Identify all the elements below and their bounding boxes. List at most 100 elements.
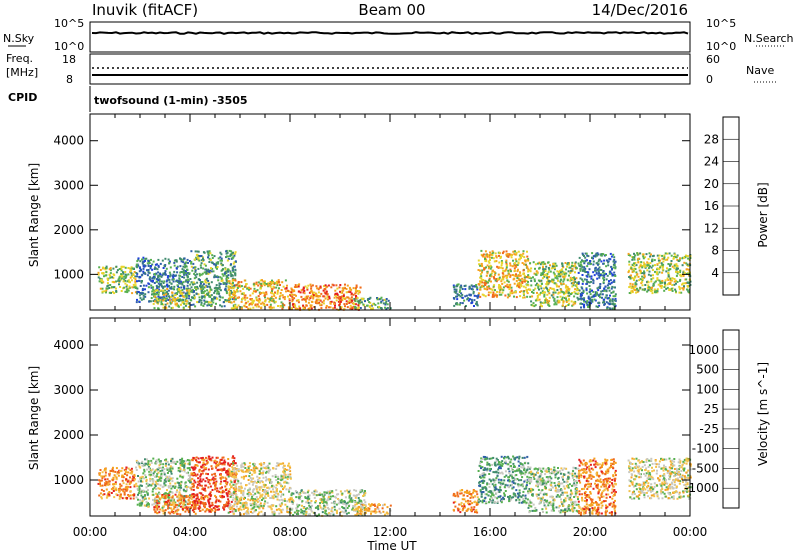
- power-cell: [452, 285, 455, 288]
- power-cell: [179, 294, 182, 297]
- power-cell: [509, 268, 512, 271]
- power-cell: [636, 252, 639, 255]
- power-cell: [477, 292, 480, 295]
- velocity-cell: [150, 459, 153, 462]
- velocity-cell: [218, 462, 221, 465]
- power-cell: [597, 270, 600, 273]
- velocity-cell: [235, 489, 238, 492]
- power-cell: [579, 295, 582, 298]
- power-cell: [605, 294, 608, 297]
- power-cell: [574, 278, 576, 281]
- power-cell: [490, 280, 492, 283]
- velocity-cell: [196, 496, 199, 499]
- velocity-cell: [156, 472, 159, 475]
- velocity-cell: [183, 466, 186, 469]
- power-cell: [628, 260, 631, 263]
- power-cell: [139, 276, 142, 279]
- power-cell: [453, 297, 456, 300]
- power-cell: [536, 262, 539, 265]
- power-cell: [679, 278, 682, 281]
- velocity-cell: [215, 496, 218, 499]
- power-cell: [251, 302, 254, 305]
- power-cell: [260, 292, 263, 295]
- velocity-cell: [267, 505, 270, 508]
- power-cell: [485, 282, 488, 285]
- velocity-cell: [230, 462, 233, 465]
- velocity-cell: [159, 477, 162, 480]
- velocity-cell: [189, 477, 192, 480]
- velocity-cell: [119, 483, 122, 486]
- power-cell: [342, 289, 345, 292]
- power-cell: [313, 291, 316, 294]
- velocity-cell: [148, 467, 151, 470]
- power-cell: [283, 298, 286, 301]
- power-cell: [493, 260, 496, 263]
- power-cell: [549, 280, 552, 283]
- power-cell: [502, 286, 505, 289]
- velocity-cell: [146, 493, 149, 496]
- velocity-cell: [223, 467, 226, 470]
- velocity-cell: [248, 471, 251, 473]
- velocity-cell: [121, 474, 124, 477]
- power-cell: [592, 295, 595, 298]
- power-cell: [470, 284, 473, 287]
- velocity-cell: [225, 478, 228, 481]
- power-cell: [672, 256, 675, 259]
- velocity-cell: [215, 456, 218, 459]
- velocity-cell: [219, 474, 222, 477]
- power-cell: [593, 293, 596, 296]
- velocity-cell: [156, 469, 159, 472]
- power-cell: [516, 282, 519, 285]
- velocity-cell: [220, 468, 223, 471]
- power-cell: [345, 296, 348, 299]
- power-cell: [152, 279, 154, 282]
- power-cell: [587, 255, 590, 258]
- power-cell: [167, 299, 170, 301]
- power-cell: [489, 253, 492, 256]
- velocity-cell: [199, 478, 202, 481]
- power-cell: [262, 282, 265, 285]
- velocity-cell: [161, 509, 164, 512]
- power-cell: [227, 274, 230, 277]
- power-cell: [255, 299, 258, 302]
- power-cell: [154, 263, 157, 266]
- velocity-cell: [179, 462, 182, 465]
- power-cell: [227, 255, 230, 258]
- power-cell: [219, 289, 222, 292]
- power-cell: [574, 264, 577, 267]
- power-cell: [105, 267, 108, 270]
- velocity-cell: [181, 497, 184, 500]
- power-cell: [613, 304, 616, 307]
- power-cell: [369, 301, 372, 304]
- velocity-cell: [165, 500, 168, 503]
- power-cell: [591, 289, 593, 292]
- velocity-cell: [218, 505, 221, 508]
- power-cell: [631, 271, 634, 273]
- velocity-cell: [267, 495, 270, 497]
- velocity-cell: [163, 471, 166, 474]
- velocity-cell: [207, 478, 209, 481]
- power-cell: [168, 275, 171, 278]
- power-cell: [688, 272, 691, 275]
- velocity-cell: [226, 473, 229, 476]
- power-cell: [648, 252, 651, 255]
- power-cell: [631, 283, 634, 286]
- power-cell: [495, 255, 498, 258]
- power-cell: [237, 281, 240, 283]
- power-cell: [157, 288, 160, 291]
- power-cell: [155, 299, 158, 302]
- power-cell: [116, 269, 119, 272]
- velocity-cell: [165, 478, 168, 481]
- power-cell: [571, 278, 574, 280]
- velocity-cell: [204, 503, 207, 506]
- velocity-cell: [176, 506, 179, 509]
- velocity-cell: [161, 469, 164, 472]
- power-cell: [186, 258, 189, 261]
- velocity-cell: [202, 488, 205, 491]
- power-cell: [322, 289, 325, 292]
- velocity-cell: [138, 490, 141, 493]
- power-cell: [187, 302, 190, 305]
- power-cell: [326, 293, 329, 296]
- power-cell: [612, 291, 615, 294]
- power-cell: [182, 261, 185, 264]
